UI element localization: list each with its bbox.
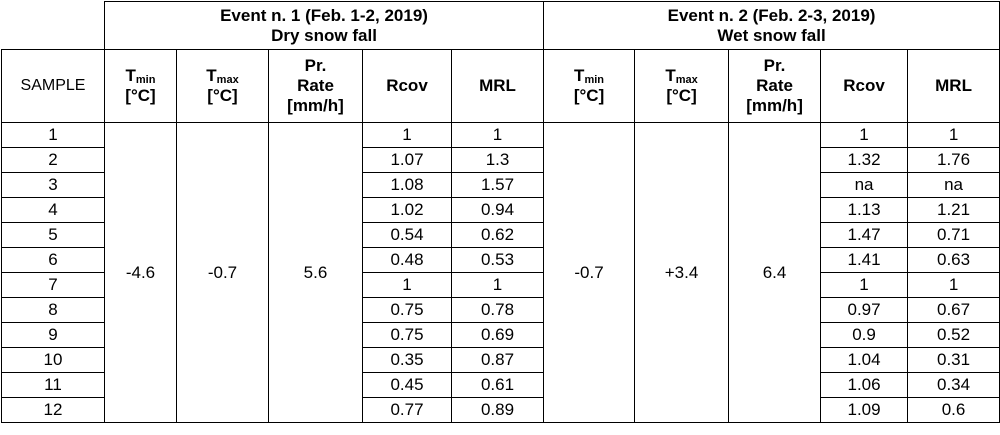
- rcov-cell-event-1: 0.48: [362, 247, 452, 273]
- table-row: 9 0.75 0.69 0.9 0.52: [1, 322, 1000, 348]
- rcov-header-event-1: Rcov: [362, 49, 452, 123]
- sample-column-header: SAMPLE: [1, 49, 105, 123]
- pr-rate-cell-event-1: 5.6: [268, 122, 363, 423]
- rcov-cell-event-2: 1.13: [820, 197, 909, 223]
- sample-cell: 3: [1, 172, 105, 198]
- mrl-cell-event-1: 0.78: [450, 297, 545, 323]
- tmin-cell-event-1: -4.6: [104, 122, 177, 423]
- mrl-cell-event-2: 0.34: [907, 372, 1000, 398]
- rcov-cell-event-1: 1: [362, 122, 452, 148]
- table-row: 5 0.54 0.62 1.47 0.71: [1, 222, 1000, 248]
- rcov-cell-event-2: 0.97: [820, 297, 909, 323]
- event-1-title: Event n. 1 (Feb. 1-2, 2019): [220, 5, 428, 25]
- table-row: 12 0.77 0.89 1.09 0.6: [1, 397, 1000, 423]
- table-row: 8 0.75 0.78 0.97 0.67: [1, 297, 1000, 323]
- sample-cell: 6: [1, 247, 105, 273]
- mrl-cell-event-2: 1.76: [907, 147, 1000, 173]
- sample-cell: 4: [1, 197, 105, 223]
- event-2-title: Event n. 2 (Feb. 2-3, 2019): [667, 5, 876, 25]
- rcov-cell-event-1: 1.02: [362, 197, 452, 223]
- mrl-cell-event-2: 1: [907, 122, 1000, 148]
- event-2-subtitle: Wet snow fall: [717, 25, 826, 45]
- mrl-cell-event-1: 1.57: [450, 172, 545, 198]
- table-row: 2 1.07 1.3 1.32 1.76: [1, 147, 1000, 173]
- pr-rate-cell-event-2: 6.4: [728, 122, 822, 423]
- mrl-cell-event-2: 0.6: [907, 397, 1000, 423]
- event-header-row: Event n. 1 (Feb. 1-2, 2019) Dry snow fal…: [1, 1, 1000, 50]
- tmin-cell-event-2: -0.7: [543, 122, 636, 423]
- rcov-header-event-2: Rcov: [820, 49, 909, 123]
- rcov-cell-event-2: 1.32: [820, 147, 909, 173]
- rcov-cell-event-2: 0.9: [820, 322, 909, 348]
- rcov-cell-event-2: 1.06: [820, 372, 909, 398]
- mrl-cell-event-2: 0.31: [907, 347, 1000, 373]
- rcov-cell-event-2: 1.41: [820, 247, 909, 273]
- pr-rate-header-event-2: Pr. Rate [mm/h]: [728, 49, 822, 123]
- mrl-cell-event-1: 0.94: [450, 197, 545, 223]
- mrl-cell-event-2: 0.67: [907, 297, 1000, 323]
- table-row: 6 0.48 0.53 1.41 0.63: [1, 247, 1000, 273]
- rcov-cell-event-2: 1.04: [820, 347, 909, 373]
- sample-cell: 2: [1, 147, 105, 173]
- snow-events-table: Event n. 1 (Feb. 1-2, 2019) Dry snow fal…: [1, 1, 1000, 423]
- mrl-cell-event-2: na: [907, 172, 1000, 198]
- table-row: 4 1.02 0.94 1.13 1.21: [1, 197, 1000, 223]
- mrl-cell-event-1: 1: [450, 272, 545, 298]
- sample-cell: 10: [1, 347, 105, 373]
- table-row: 1 -4.6 -0.7 5.6 1 1 -0.7 +3.4 6.4 1 1: [1, 122, 1000, 423]
- event-2-header: Event n. 2 (Feb. 2-3, 2019) Wet snow fal…: [543, 1, 1000, 50]
- mrl-cell-event-2: 0.63: [907, 247, 1000, 273]
- tmax-cell-event-2: +3.4: [634, 122, 730, 423]
- table-body: 1 -4.6 -0.7 5.6 1 1 -0.7 +3.4 6.4 1 1 2 1.07 1.3 1.32 1…: [1, 122, 1000, 423]
- rcov-cell-event-1: 1.07: [362, 147, 452, 173]
- mrl-header-event-2: MRL: [907, 49, 1000, 123]
- tmax-cell-event-1: -0.7: [176, 122, 269, 423]
- blank-corner-cell: [1, 1, 105, 50]
- table-row: 3 1.08 1.57 na na: [1, 172, 1000, 198]
- rcov-cell-event-1: 0.75: [362, 322, 452, 348]
- rcov-cell-event-1: 1: [362, 272, 452, 298]
- mrl-cell-event-2: 1.21: [907, 197, 1000, 223]
- rcov-cell-event-2: na: [820, 172, 909, 198]
- rcov-cell-event-2: 1.47: [820, 222, 909, 248]
- sample-cell: 8: [1, 297, 105, 323]
- mrl-cell-event-2: 0.71: [907, 222, 1000, 248]
- event-1-header: Event n. 1 (Feb. 1-2, 2019) Dry snow fal…: [103, 1, 545, 50]
- mrl-cell-event-2: 0.52: [907, 322, 1000, 348]
- tmin-header-event-2: Tmin [°C]: [543, 49, 636, 123]
- mrl-cell-event-1: 0.53: [450, 247, 545, 273]
- mrl-cell-event-1: 0.61: [450, 372, 545, 398]
- rcov-cell-event-2: 1.09: [820, 397, 909, 423]
- rcov-cell-event-1: 0.77: [362, 397, 452, 423]
- sample-cell: 7: [1, 272, 105, 298]
- mrl-cell-event-1: 0.69: [450, 322, 545, 348]
- sample-cell: 1: [1, 122, 105, 148]
- tmax-header-event-2: Tmax [°C]: [634, 49, 730, 123]
- mrl-cell-event-1: 0.62: [450, 222, 545, 248]
- rcov-cell-event-1: 0.54: [362, 222, 452, 248]
- rcov-cell-event-1: 0.45: [362, 372, 452, 398]
- event-1-subtitle: Dry snow fall: [271, 25, 377, 45]
- mrl-cell-event-1: 0.87: [450, 347, 545, 373]
- rcov-cell-event-1: 0.35: [362, 347, 452, 373]
- rcov-cell-event-1: 0.75: [362, 297, 452, 323]
- mrl-header-event-1: MRL: [450, 49, 545, 123]
- sample-cell: 9: [1, 322, 105, 348]
- table-row: 10 0.35 0.87 1.04 0.31: [1, 347, 1000, 373]
- mrl-cell-event-1: 1.3: [450, 147, 545, 173]
- mrl-cell-event-1: 0.89: [450, 397, 545, 423]
- sample-cell: 5: [1, 222, 105, 248]
- sample-cell: 11: [1, 372, 105, 398]
- tmax-header-event-1: Tmax [°C]: [176, 49, 269, 123]
- rcov-cell-event-1: 1.08: [362, 172, 452, 198]
- column-header-row: SAMPLE Tmin [°C] Tmax [°C] Pr. Rate [mm/h] R…: [1, 49, 1000, 123]
- tmin-header-event-1: Tmin [°C]: [104, 49, 177, 123]
- mrl-cell-event-2: 1: [907, 272, 1000, 298]
- rcov-cell-event-2: 1: [820, 122, 909, 148]
- pr-rate-header-event-1: Pr. Rate [mm/h]: [268, 49, 363, 123]
- mrl-cell-event-1: 1: [450, 122, 545, 148]
- rcov-cell-event-2: 1: [820, 272, 909, 298]
- sample-cell: 12: [1, 397, 105, 423]
